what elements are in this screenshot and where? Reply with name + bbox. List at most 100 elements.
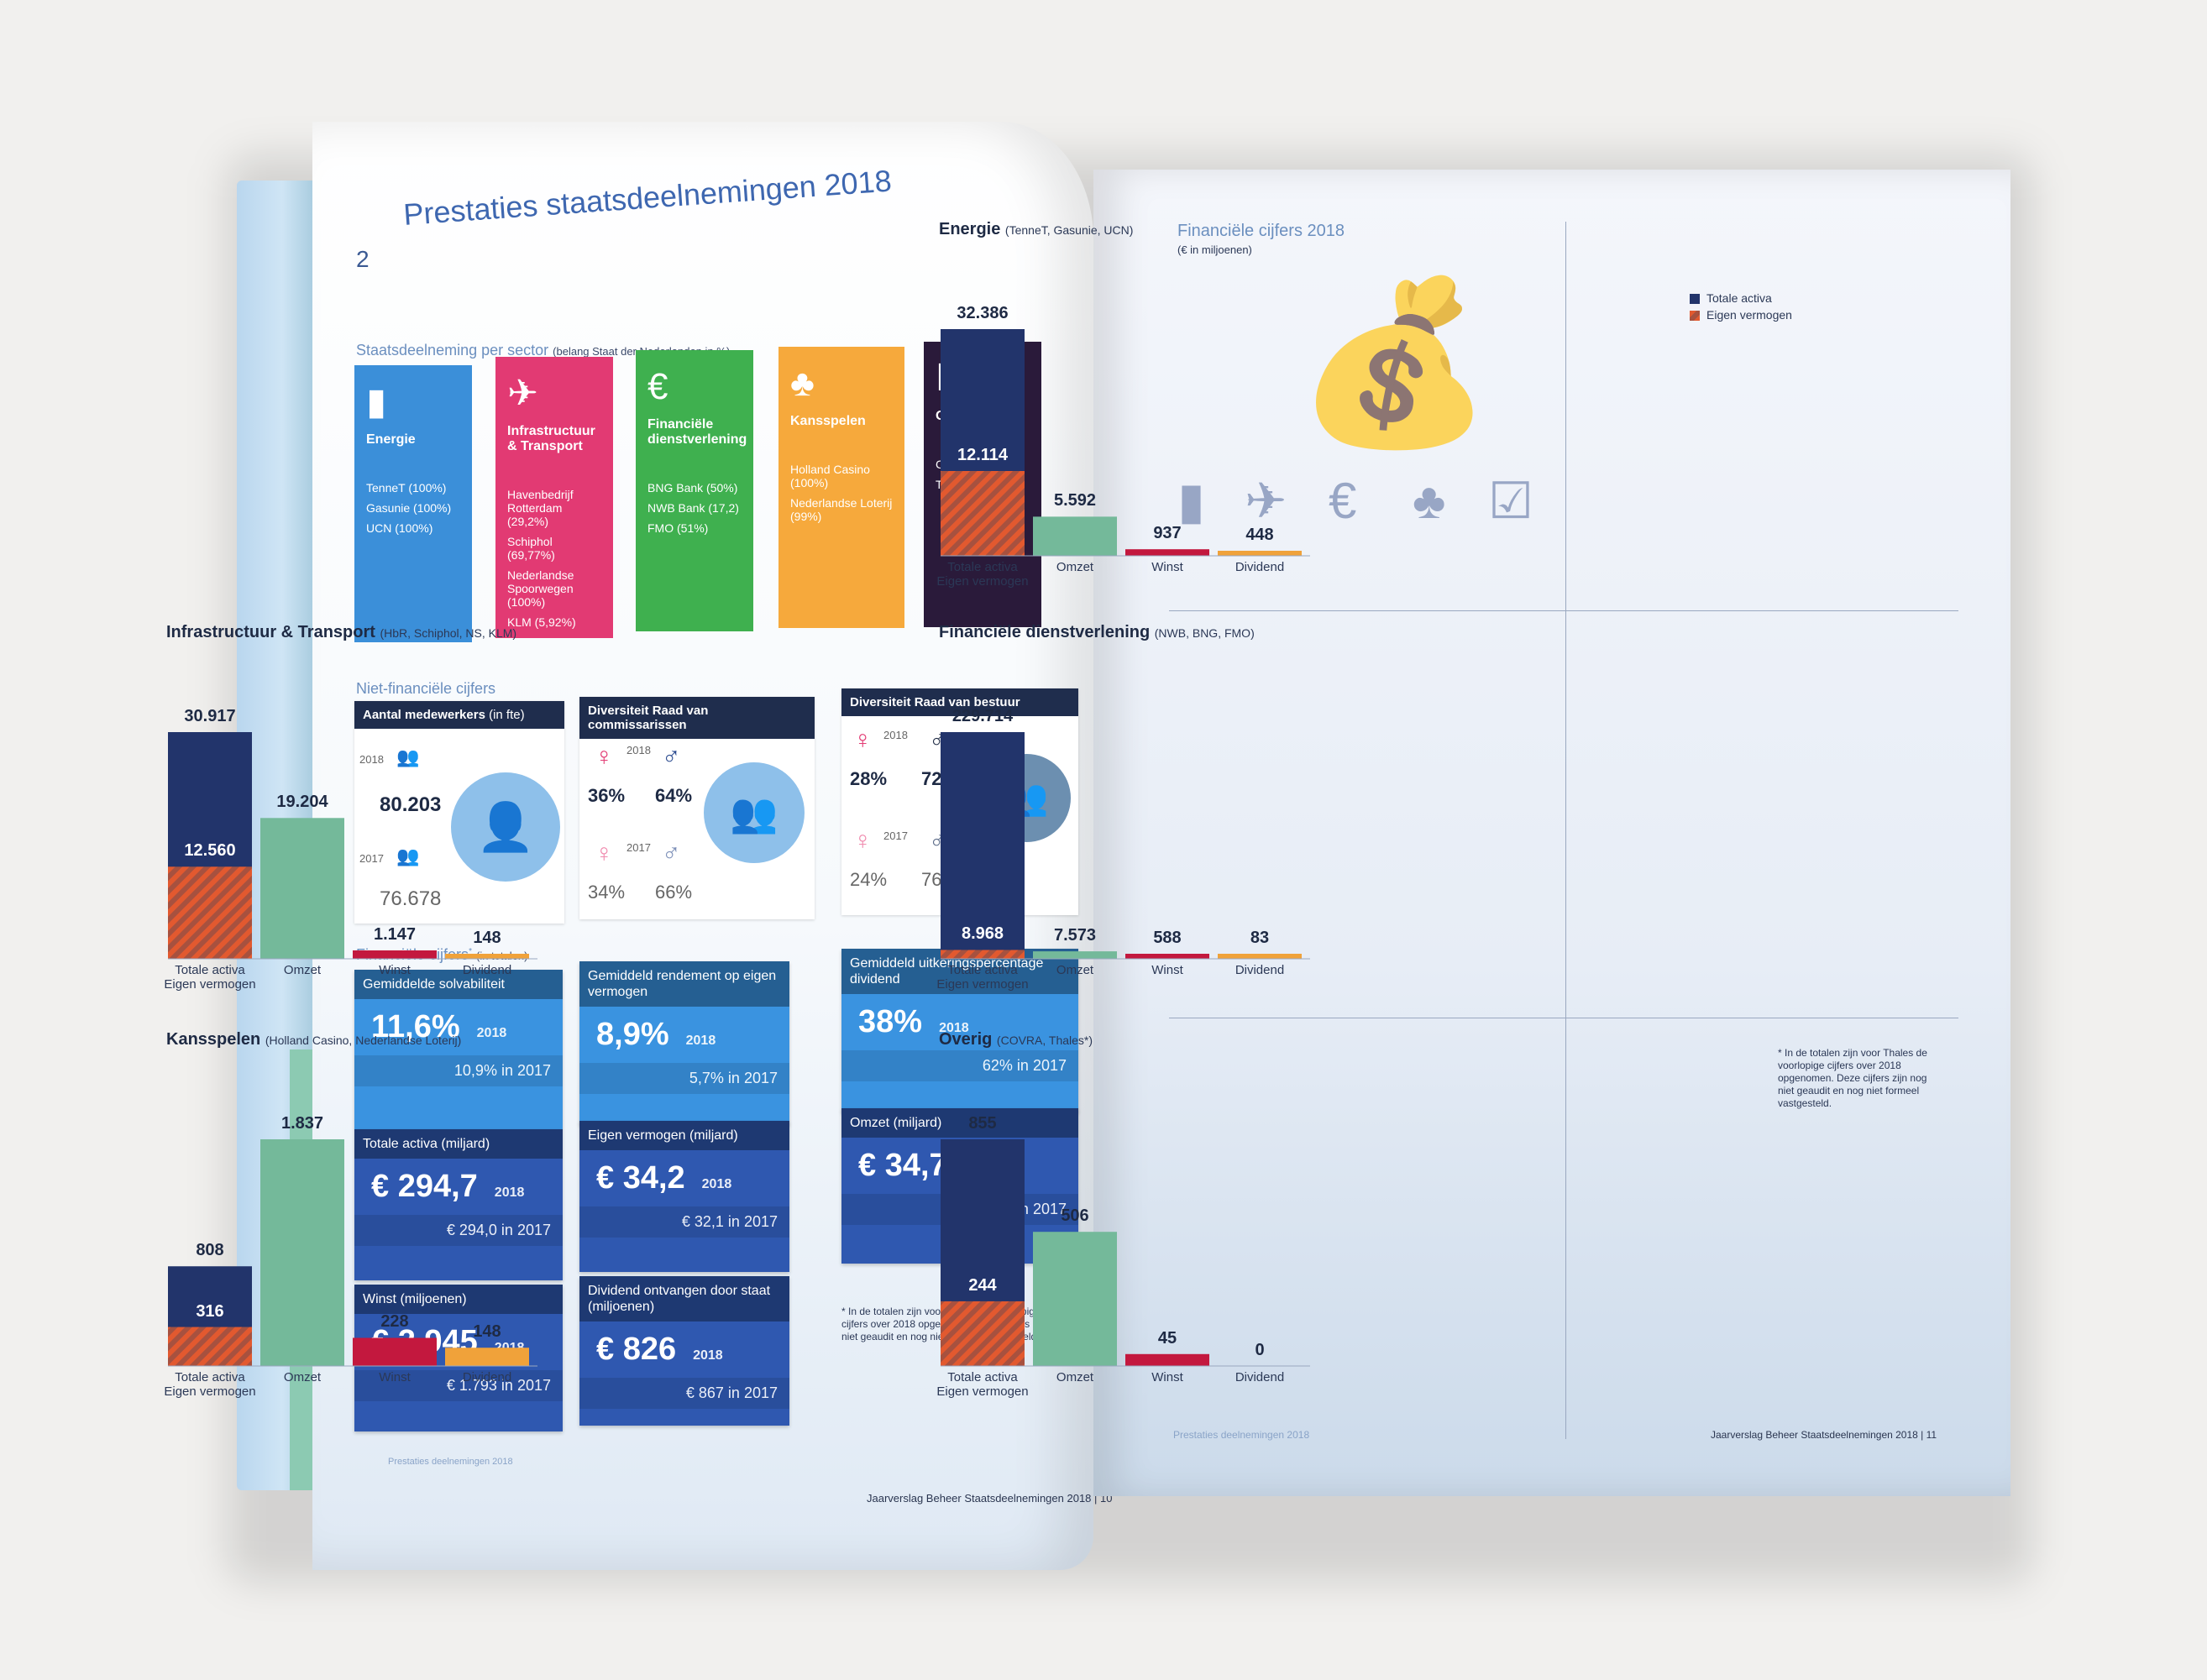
fin-card-value: 11,6% 2018 xyxy=(371,1009,507,1045)
sector-item: Nederlandse Loterij (99%) xyxy=(790,496,893,523)
rvb-year-2017: 2017 xyxy=(883,830,908,842)
bar-value-label: 229.714 xyxy=(951,707,1014,725)
rvc-year-2018: 2018 xyxy=(626,744,651,756)
fin-card-header: Gemiddeld rendement op eigen vermogen xyxy=(579,961,789,1007)
sector-name: Financiële dienstverlening xyxy=(647,417,747,447)
male-icon: ♂ xyxy=(662,840,681,867)
rvb-female-2017: 24% xyxy=(850,869,888,890)
nonfin-section-title: Niet-financiële cijfers xyxy=(356,680,496,697)
battery-icon: ▮ xyxy=(1177,473,1206,529)
battery-icon: ▮ xyxy=(366,381,387,422)
bar-dividend xyxy=(445,1348,529,1366)
bar-totale-activa-eigen-vermogen xyxy=(941,732,1025,959)
board-members-icon: 👥 xyxy=(704,762,805,863)
x-axis-label: Totale activa Eigen vermogen xyxy=(164,1370,256,1399)
playing-cards-icon: ♣ xyxy=(1413,473,1446,529)
bar-omzet xyxy=(1033,951,1117,959)
bar-winst xyxy=(1125,549,1209,556)
x-axis-label: Winst xyxy=(1151,560,1183,574)
female-icon: ♀ xyxy=(595,840,614,867)
people-group-icon: 👥 xyxy=(396,845,420,866)
x-axis-label: Omzet xyxy=(1056,963,1094,977)
fin-card-3: Totale activa (miljard) € 294,7 2018 € 29… xyxy=(354,1129,563,1280)
fin-card-previous: € 867 in 2017 xyxy=(579,1378,789,1410)
chart-title: Kansspelen (Holland Casino, Nederlandse … xyxy=(166,1030,462,1049)
x-axis-label: Dividend xyxy=(1235,560,1285,574)
bar-value-label: 0 xyxy=(1255,1341,1265,1359)
fin-card-previous: € 32,1 in 2017 xyxy=(579,1206,789,1238)
x-axis-label: Winst xyxy=(379,1370,411,1384)
x-axis-label: Winst xyxy=(379,963,411,977)
sector-item: Havenbedrijf Rotterdam (29,2%) xyxy=(507,488,574,528)
sector-name: Energie xyxy=(366,432,416,447)
bar-omzet xyxy=(1033,516,1117,556)
intro-subtitle: (€ in miljoenen) xyxy=(1177,243,1252,256)
rvc-female-2017: 34% xyxy=(588,882,626,903)
fin-card-header: Dividend ontvangen door staat (miljoenen… xyxy=(579,1276,789,1322)
bar-omzet xyxy=(260,818,344,959)
bar-winst xyxy=(353,950,437,959)
x-axis-label: Winst xyxy=(1151,1370,1183,1384)
clipboard-icon: ☑ xyxy=(1488,473,1533,529)
bar-value-label: 7.573 xyxy=(1053,926,1097,945)
chart-title: Energie (TenneT, Gasunie, UCN) xyxy=(939,220,1134,238)
employees-year-2017: 2017 xyxy=(359,852,384,865)
x-axis-label: Omzet xyxy=(283,963,322,977)
left-footer-section: Prestaties deelnemingen 2018 xyxy=(388,1457,513,1467)
banknotes-icon: € xyxy=(647,366,668,407)
fin-card-1: Gemiddeld rendement op eigen vermogen 8,… xyxy=(579,961,789,1125)
bar-value-label: 808 xyxy=(196,1241,224,1260)
equity-value-label: 12.560 xyxy=(184,841,236,861)
fin-card-header: Gemiddelde solvabiliteit xyxy=(354,970,563,1000)
x-axis-label: Dividend xyxy=(462,963,512,977)
bar-eigen-vermogen xyxy=(941,471,1025,556)
sector-item: Nederlandse Spoorwegen (100%) xyxy=(507,568,574,609)
chapter-title: Prestaties staatsdeelnemingen 2018 xyxy=(402,163,893,233)
fin-card-header: Omzet (miljard) xyxy=(841,1108,1078,1138)
bar-value-label: 588 xyxy=(1153,929,1182,947)
employees-box: Aantal medewerkers (in fte) 2018 👥 80.20… xyxy=(354,701,564,924)
x-axis-label: Omzet xyxy=(1056,560,1094,574)
bar-dividend xyxy=(445,954,529,959)
equity-value-label: 8.968 xyxy=(961,924,1004,944)
equity-value-label: 316 xyxy=(196,1301,224,1321)
bar-winst xyxy=(1125,954,1209,959)
employees-value-2018: 80.203 xyxy=(380,793,442,816)
sector-tile-3: ♣ Kansspelen Holland Casino (100%) Nederlan… xyxy=(778,347,904,628)
fin-card-value: 38% 2018 xyxy=(858,1004,969,1040)
rvc-year-2017: 2017 xyxy=(626,841,651,854)
fin-card-0: Gemiddelde solvabiliteit 11,6% 2018 10,9%… xyxy=(354,970,563,1129)
fin-card-previous: 62% in 2017 xyxy=(841,1050,1078,1082)
bar-winst xyxy=(353,1337,437,1366)
right-page: Financiële cijfers 2018 (€ in miljoenen)… xyxy=(164,170,2010,1496)
vertical-divider xyxy=(1565,222,1566,1439)
x-axis-label: Totale activa Eigen vermogen xyxy=(164,963,256,992)
sector-item: Schiphol (69,77%) xyxy=(507,535,555,562)
fin-card-header: Eigen vermogen (miljard) xyxy=(579,1121,789,1151)
fin-card-value: € 294,7 2018 xyxy=(371,1169,525,1205)
bar-eigen-vermogen xyxy=(941,950,1025,959)
fin-card-value: 8,9% 2018 xyxy=(596,1017,716,1053)
fin-card-previous: 10,9% in 2017 xyxy=(354,1055,563,1087)
x-axis-label: Omzet xyxy=(1056,1370,1094,1384)
chart-legend: Totale activa Eigen vermogen xyxy=(1690,291,1792,322)
female-icon: ♀ xyxy=(853,726,873,754)
sector-item: FMO (51%) xyxy=(647,521,709,535)
x-axis-label: Dividend xyxy=(462,1370,512,1384)
bar-eigen-vermogen xyxy=(941,1301,1025,1366)
rvb-female-2018: 28% xyxy=(850,768,888,789)
fin-card-value: € 826 2018 xyxy=(596,1332,723,1368)
employees-year-2018: 2018 xyxy=(359,753,384,766)
rvb-year-2018: 2018 xyxy=(883,729,908,741)
plane-train-icon: ✈ xyxy=(1245,473,1287,529)
bar-value-label: 506 xyxy=(1061,1206,1089,1226)
bar-value-label: 937 xyxy=(1153,524,1182,543)
sector-item: KLM (5,92%) xyxy=(507,615,576,629)
chart-title: Infrastructuur & Transport (HbR, Schipho… xyxy=(166,623,517,641)
sector-item: Gasunie (100%) xyxy=(366,501,452,515)
right-footer: Jaarverslag Beheer Staatsdeelnemingen 20… xyxy=(1711,1429,1937,1441)
bar-value-label: 855 xyxy=(968,1114,997,1133)
rvc-diversity-box: Diversiteit Raad van commissarissen ♀ 20… xyxy=(579,697,815,919)
intro-title: Financiële cijfers 2018 xyxy=(1177,222,1345,240)
